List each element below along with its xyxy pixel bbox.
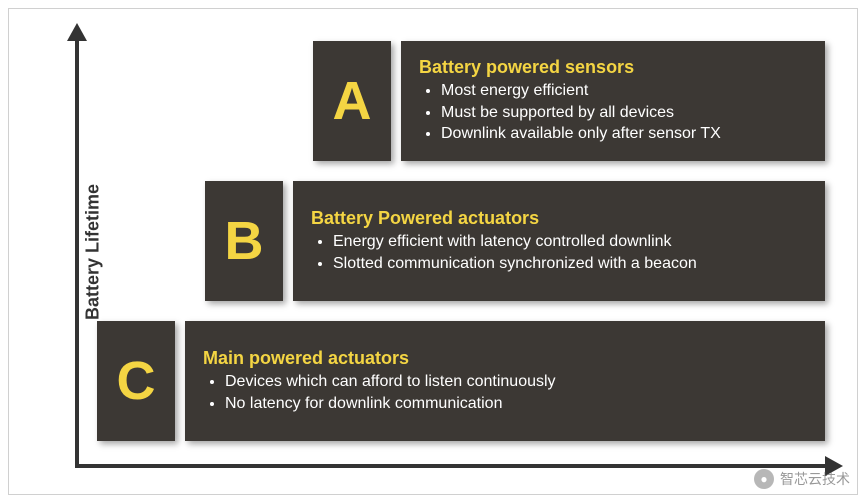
outer-frame: Battery Lifetime A Battery powered senso… bbox=[8, 8, 858, 495]
box-c-bullet: No latency for downlink communication bbox=[225, 393, 807, 415]
boxes-container: A Battery powered sensors Most energy ef… bbox=[97, 41, 825, 444]
box-a: A Battery powered sensors Most energy ef… bbox=[313, 41, 825, 161]
box-c-tag: C bbox=[97, 321, 175, 441]
box-b-bullet: Energy efficient with latency controlled… bbox=[333, 231, 807, 253]
y-axis-line bbox=[75, 31, 79, 468]
box-b: B Battery Powered actuators Energy effic… bbox=[205, 181, 825, 301]
box-c-bullets: Devices which can afford to listen conti… bbox=[203, 371, 807, 414]
box-b-title: Battery Powered actuators bbox=[311, 208, 807, 229]
box-a-bullet: Downlink available only after sensor TX bbox=[441, 123, 807, 145]
box-c-title: Main powered actuators bbox=[203, 348, 807, 369]
watermark-text: 智芯云技术 bbox=[780, 469, 850, 489]
box-a-content: Battery powered sensors Most energy effi… bbox=[401, 41, 825, 161]
box-a-tag: A bbox=[313, 41, 391, 161]
x-axis-line bbox=[75, 464, 835, 468]
box-c-bullet: Devices which can afford to listen conti… bbox=[225, 371, 807, 393]
box-b-content: Battery Powered actuators Energy efficie… bbox=[293, 181, 825, 301]
box-b-bullets: Energy efficient with latency controlled… bbox=[311, 231, 807, 274]
box-c-content: Main powered actuators Devices which can… bbox=[185, 321, 825, 441]
box-a-bullet: Must be supported by all devices bbox=[441, 102, 807, 124]
box-a-bullet: Most energy efficient bbox=[441, 80, 807, 102]
watermark-icon: ● bbox=[754, 469, 774, 489]
box-b-tag: B bbox=[205, 181, 283, 301]
chart-area: Battery Lifetime A Battery powered senso… bbox=[31, 31, 835, 472]
box-c: C Main powered actuators Devices which c… bbox=[97, 321, 825, 441]
y-axis-arrow-icon bbox=[67, 23, 87, 41]
watermark: ● 智芯云技术 bbox=[754, 469, 850, 489]
box-a-bullets: Most energy efficient Must be supported … bbox=[419, 80, 807, 145]
box-a-title: Battery powered sensors bbox=[419, 57, 807, 78]
box-b-bullet: Slotted communication synchronized with … bbox=[333, 253, 807, 275]
